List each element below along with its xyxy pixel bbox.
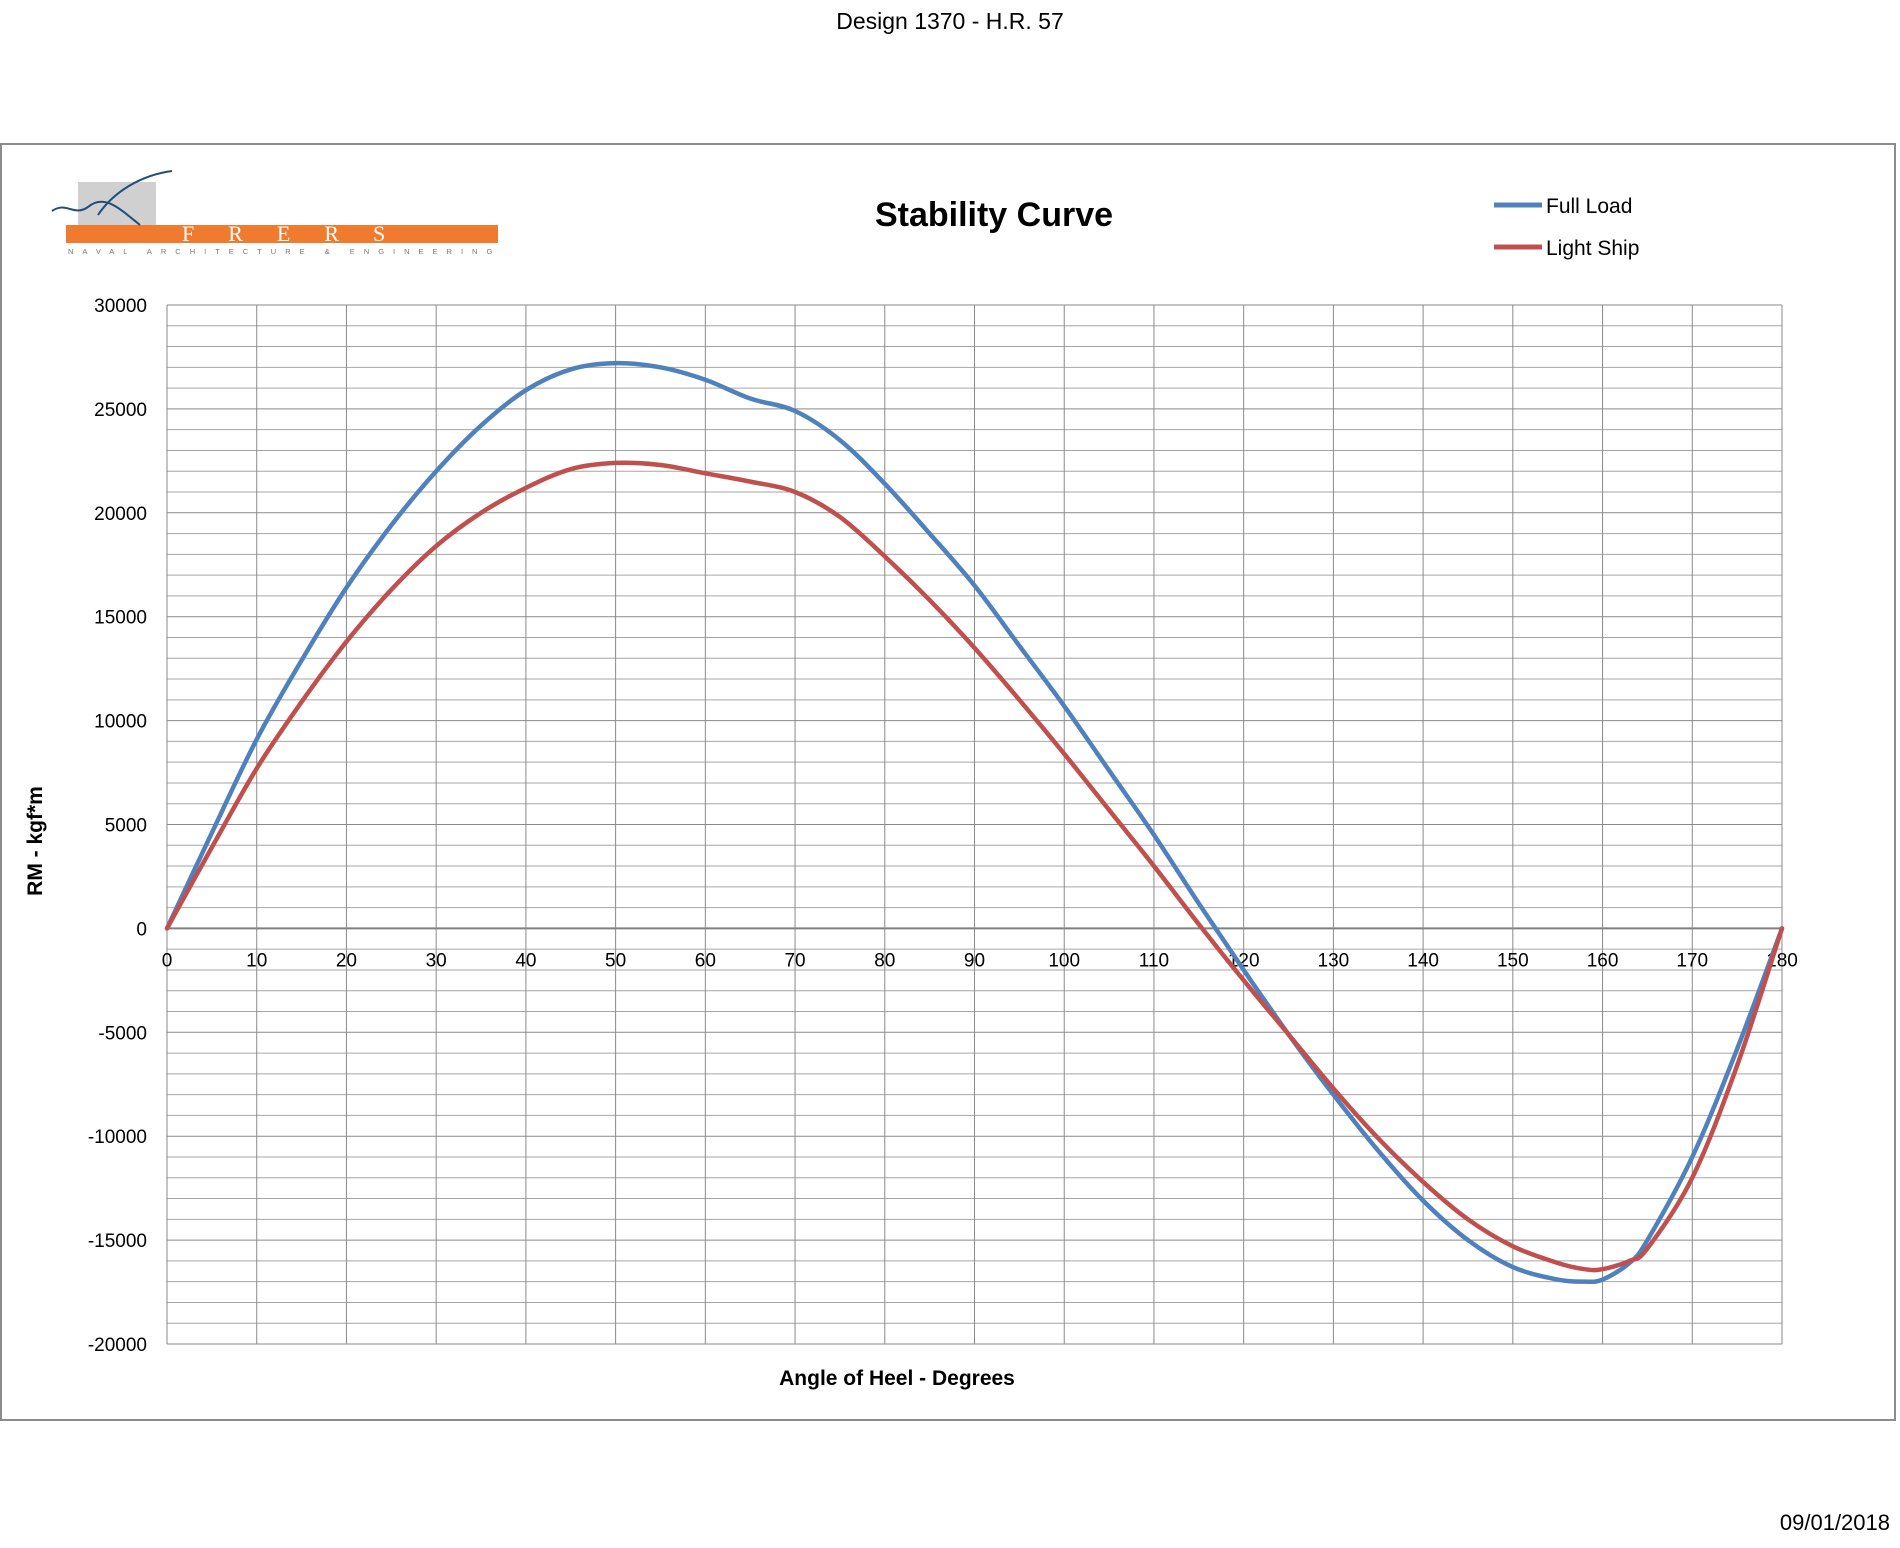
x-tick-label: 100 [1048, 950, 1080, 971]
x-axis-label: Angle of Heel - Degrees [779, 1367, 1015, 1390]
legend: Full Load Light Ship [1494, 195, 1639, 260]
series-lines [164, 360, 1785, 1285]
y-tick-label: 30000 [94, 296, 147, 317]
grid [166, 304, 1783, 1345]
x-tick-label: 0 [162, 950, 173, 971]
x-tick-label: 130 [1318, 950, 1350, 971]
x-axis-ticks: 0 10 20 30 40 50 60 70 80 90 100 110 120 130 140 150 160… [162, 950, 1798, 971]
x-tick-label: 160 [1587, 950, 1619, 971]
y-tick-label: 10000 [94, 712, 147, 733]
x-tick-label: 170 [1676, 950, 1708, 971]
y-tick-label: -20000 [88, 1335, 147, 1356]
chart-title: Stability Curve [875, 196, 1113, 234]
y-tick-label: -10000 [88, 1127, 147, 1148]
x-tick-label: 60 [695, 950, 716, 971]
x-tick-label: 110 [1139, 950, 1169, 971]
y-tick-label: -15000 [88, 1231, 147, 1252]
y-axis-ticks: 30000 25000 20000 15000 10000 5000 0 -5000 -1000… [88, 296, 147, 1356]
x-tick-label: 150 [1497, 950, 1529, 971]
legend-label-light-ship: Light Ship [1546, 237, 1639, 260]
frers-logo: FRERS NAVAL ARCHITECTURE & ENGINEERING [51, 170, 501, 256]
y-axis-label: RM - kgf*m [24, 786, 47, 896]
logo-tagline: NAVAL ARCHITECTURE & ENGINEERING [68, 247, 501, 256]
document-title: Design 1370 - H.R. 57 [836, 8, 1064, 34]
x-tick-label: 140 [1407, 950, 1439, 971]
x-tick-label: 70 [784, 950, 805, 971]
y-tick-label: 15000 [94, 608, 147, 629]
x-tick-label: 50 [605, 950, 626, 971]
legend-label-full-load: Full Load [1546, 195, 1632, 218]
stability-chart: FRERS NAVAL ARCHITECTURE & ENGINEERING S… [24, 170, 1798, 1390]
chart-frame: FRERS NAVAL ARCHITECTURE & ENGINEERING S… [0, 143, 1896, 1421]
logo-orange-bar [66, 225, 498, 243]
logo-name: FRERS [182, 221, 419, 246]
y-tick-label: 20000 [94, 504, 147, 525]
y-tick-label: 5000 [105, 816, 147, 837]
x-tick-label: 20 [336, 950, 357, 971]
y-tick-label: 0 [136, 919, 147, 940]
x-tick-label: 10 [246, 950, 267, 971]
y-tick-label: -5000 [98, 1023, 147, 1044]
x-tick-label: 80 [874, 950, 895, 971]
y-tick-label: 25000 [94, 400, 147, 421]
series-line-full-load [164, 360, 1785, 1285]
document-date: 09/01/2018 [1779, 1510, 1890, 1535]
series-line-light-ship [164, 460, 1785, 1273]
logo-swoosh-icon [51, 170, 173, 226]
x-tick-label: 30 [426, 950, 447, 971]
x-tick-label: 90 [964, 950, 985, 971]
x-tick-label: 40 [515, 950, 536, 971]
